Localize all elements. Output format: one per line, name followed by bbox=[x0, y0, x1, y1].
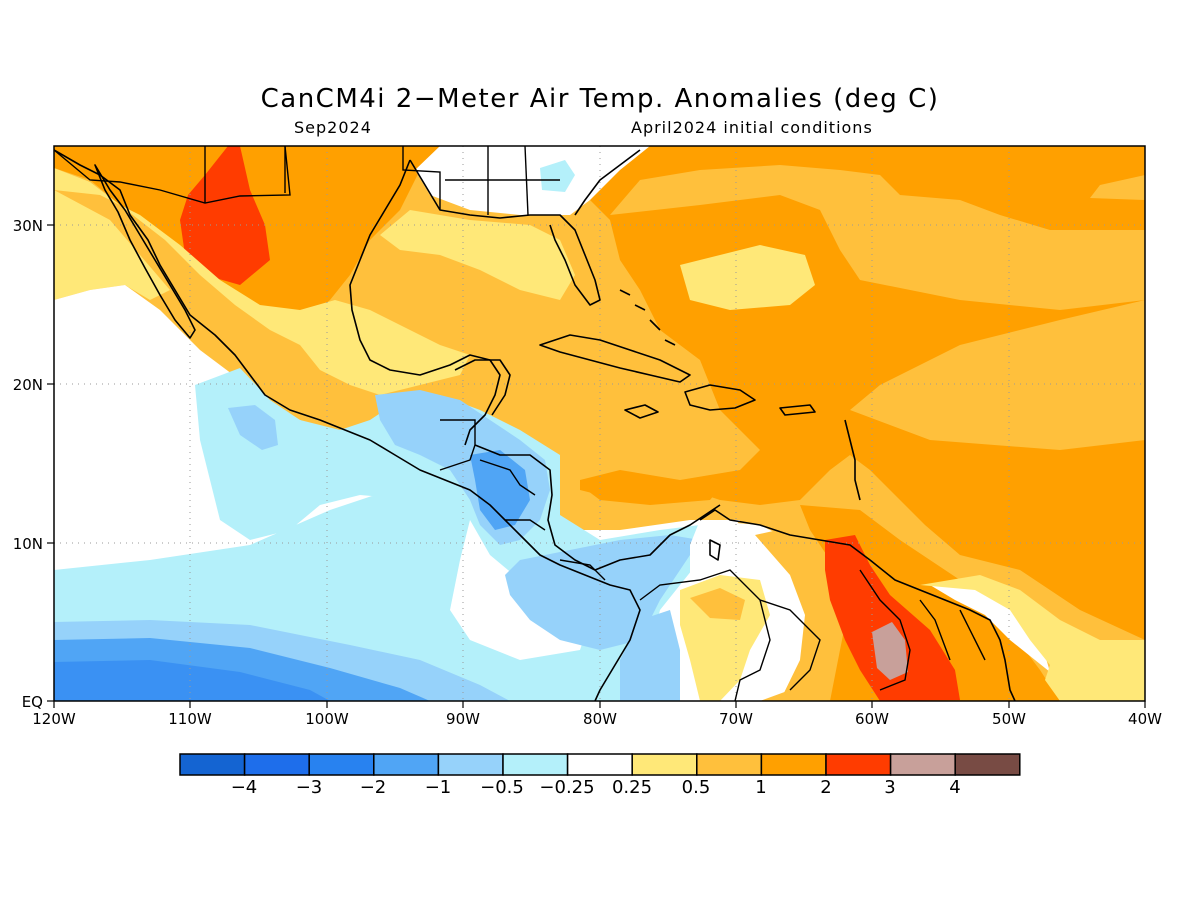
colorbar-swatch bbox=[889, 753, 956, 776]
anomaly-area-guiana-extreme bbox=[872, 622, 908, 680]
colorbar-label: 2 bbox=[820, 777, 831, 798]
x-tick-label: 40W bbox=[1128, 710, 1162, 728]
anomaly-area-colombia-moderate bbox=[690, 588, 745, 620]
x-tick-label: 50W bbox=[992, 710, 1026, 728]
colorbar-swatch bbox=[243, 753, 310, 776]
colorbar: −4 −3 −2 −1 −0.5 −0.25 0.25 0.5 1 2 3 4 bbox=[179, 753, 1021, 798]
x-tick-label: 110W bbox=[168, 710, 212, 728]
anomaly-area-us-cool bbox=[540, 160, 575, 192]
colorbar-swatch bbox=[566, 753, 633, 776]
colorbar-label: −3 bbox=[296, 777, 323, 798]
x-tick-label: 120W bbox=[32, 710, 76, 728]
y-tick-label: 30N bbox=[13, 217, 43, 235]
country-borders bbox=[54, 146, 986, 701]
anomaly-area-panama-cool bbox=[505, 535, 700, 650]
y-tick-label: 10N bbox=[13, 535, 43, 553]
x-axis-labels: 120W 110W 100W 90W 80W 70W 60W 50W 40W bbox=[32, 710, 1162, 728]
axis-ticks bbox=[47, 224, 1146, 708]
anomaly-band-south-cool-3 bbox=[54, 660, 330, 701]
colorbar-label: −1 bbox=[425, 777, 452, 798]
x-tick-label: 100W bbox=[305, 710, 349, 728]
anomaly-area-pacific-mild bbox=[54, 168, 470, 395]
x-tick-label: 80W bbox=[583, 710, 617, 728]
anomaly-area-guiana-hot bbox=[825, 535, 960, 701]
colorbar-swatch bbox=[696, 753, 763, 776]
map-title: CanCM4i 2−Meter Air Temp. Anomalies (deg… bbox=[260, 84, 940, 114]
gridlines bbox=[54, 146, 1145, 701]
y-axis-labels: EQ 10N 20N 30N bbox=[13, 217, 43, 711]
colorbar-label: 3 bbox=[884, 777, 895, 798]
map-panel bbox=[54, 146, 1145, 701]
anomaly-area-caribbean-warm bbox=[580, 480, 720, 505]
colorbar-swatch bbox=[825, 753, 892, 776]
colorbar-swatch bbox=[631, 753, 698, 776]
colorbar-swatch bbox=[437, 753, 504, 776]
colorbar-label: −0.25 bbox=[539, 777, 594, 798]
anomaly-area-pacific-cool-offshore bbox=[228, 405, 278, 450]
anomaly-area-brazil-mild bbox=[920, 575, 1145, 701]
anomaly-area-colombia-cool bbox=[620, 610, 680, 701]
colorbar-label: 0.25 bbox=[612, 777, 652, 798]
anomaly-area-gulf-mild bbox=[380, 210, 575, 300]
colorbar-swatch bbox=[373, 753, 440, 776]
coastlines bbox=[54, 149, 1016, 701]
colorbar-labels: −4 −3 −2 −1 −0.5 −0.25 0.25 0.5 1 2 3 4 bbox=[231, 777, 961, 798]
x-tick-label: 90W bbox=[446, 710, 480, 728]
colorbar-swatch bbox=[760, 753, 827, 776]
colorbar-label: −2 bbox=[360, 777, 387, 798]
anomaly-area-pacific-mild-west bbox=[54, 190, 170, 300]
colorbar-label: 4 bbox=[949, 777, 960, 798]
colorbar-label: −0.5 bbox=[480, 777, 524, 798]
initial-conditions-label: April2024 initial conditions bbox=[631, 118, 873, 137]
anomaly-area-pacific-cool bbox=[54, 368, 720, 701]
colorbar-swatch bbox=[954, 753, 1021, 776]
colorbar-label: 0.5 bbox=[682, 777, 711, 798]
colorbar-swatch bbox=[502, 753, 569, 776]
x-tick-label: 70W bbox=[719, 710, 753, 728]
colorbar-label: −4 bbox=[231, 777, 258, 798]
colorbar-swatch bbox=[308, 753, 375, 776]
y-tick-label: 20N bbox=[13, 376, 43, 394]
colorbar-swatch bbox=[179, 753, 246, 776]
colorbar-label: 1 bbox=[755, 777, 766, 798]
anomaly-area-atlantic-mild bbox=[680, 245, 815, 310]
colorbar-swatches bbox=[179, 753, 1021, 776]
anomaly-area-atlantic-moderate bbox=[610, 165, 1145, 310]
y-tick-label: EQ bbox=[22, 693, 43, 711]
anomaly-area-honduras-colder bbox=[470, 450, 530, 530]
anomaly-area-mexico-hot bbox=[180, 146, 270, 285]
forecast-month: Sep2024 bbox=[294, 118, 372, 137]
x-tick-label: 60W bbox=[855, 710, 889, 728]
